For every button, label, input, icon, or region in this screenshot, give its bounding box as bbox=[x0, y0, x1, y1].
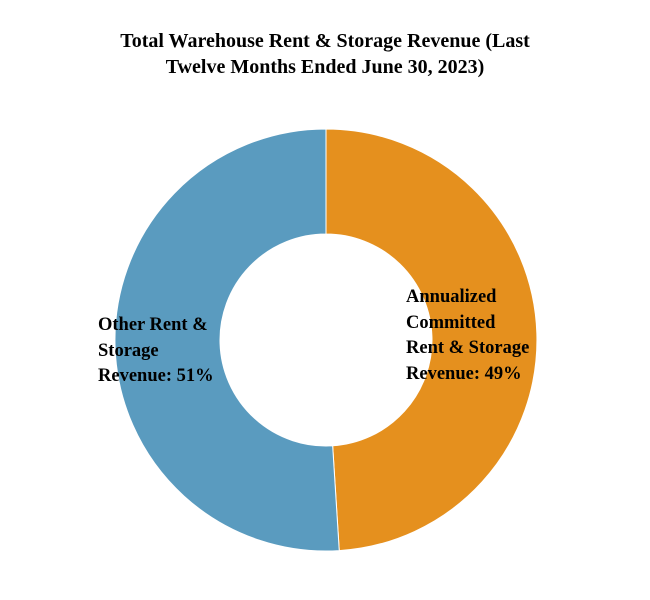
slice-annualized-committed bbox=[325, 128, 538, 552]
slice-label-other-line-3: Revenue: 51% bbox=[98, 366, 214, 386]
chart-title-line-1: Total Warehouse Rent & Storage Revenue (… bbox=[120, 30, 530, 52]
slice-label-annualized-committed: Annualized Committed Rent & Storage Reve… bbox=[406, 285, 529, 387]
chart-title: Total Warehouse Rent & Storage Revenue (… bbox=[75, 28, 575, 80]
slice-label-other-rent-storage: Other Rent & Storage Revenue: 51% bbox=[98, 313, 214, 390]
slice-label-committed-line-4: Revenue: 49% bbox=[406, 363, 522, 384]
slice-label-committed-line-3: Rent & Storage bbox=[406, 338, 530, 358]
slice-label-committed-line-2: Committed bbox=[406, 312, 496, 333]
chart-title-line-2: Twelve Months Ended June 30, 2023) bbox=[165, 56, 485, 78]
slice-label-other-line-1: Other Rent & bbox=[98, 315, 208, 335]
slice-label-other-line-2: Storage bbox=[98, 340, 159, 361]
slice-other-rent-storage bbox=[114, 128, 340, 552]
slice-label-committed-line-1: Annualized bbox=[406, 287, 497, 307]
